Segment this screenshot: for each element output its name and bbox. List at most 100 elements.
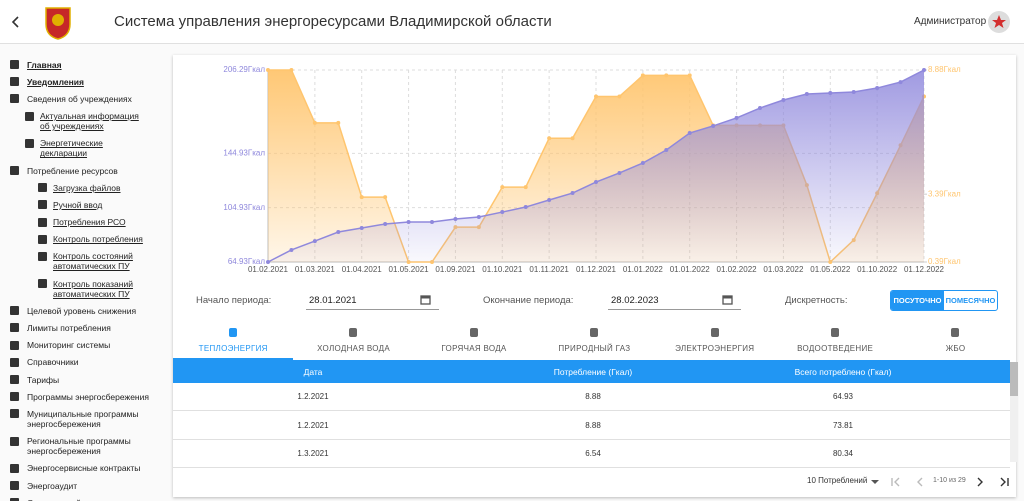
nav-item[interactable]: Сведения об учреждениях [0,90,158,107]
nav-item[interactable]: Региональные программы энергосбережения [0,433,158,460]
tab[interactable]: ЖБО [895,322,1015,360]
nav-item[interactable]: Контроль показаний автоматических ПУ [0,275,158,302]
nav-label: Контроль потребления [53,234,143,245]
nav-label: Оперативный мониторинг [27,498,129,501]
last-page[interactable] [999,477,1009,487]
nav-item[interactable]: Оперативный мониторинг [0,494,158,501]
start-date[interactable]: 28.01.2021 [309,295,357,306]
point [687,131,692,136]
option-daily[interactable]: ПОСУТОЧНО [891,291,944,310]
point [875,86,880,91]
nav-item[interactable]: Целевой уровень снижения [0,302,158,319]
nav-item[interactable]: Контроль состояний автоматических ПУ [0,248,158,275]
nav-icon [10,165,19,175]
nav-item[interactable]: Лимиты потребления [0,319,158,336]
point [453,216,458,221]
nav-icon [10,392,19,402]
nav-label: Справочники [27,357,79,368]
point [359,195,364,200]
nav-item[interactable]: Контроль потребления [0,231,158,248]
tab[interactable]: ВОДООТВЕДЕНИЕ [775,322,895,360]
scroll-thumb[interactable] [1010,362,1018,396]
point [640,161,645,166]
column-header: Всего потреблено (Гкал) [794,366,892,377]
nav-icon [10,409,19,419]
nav-item[interactable]: Потребление ресурсов [0,162,158,179]
tab[interactable]: ТЕПЛОЭНЕРГИЯ [173,322,294,360]
nav-icon [10,463,19,473]
back-button[interactable] [10,16,22,28]
discreteness-toggle: ПОСУТОЧНО ПОМЕСЯЧНО [890,290,998,311]
nav-label: Лимиты потребления [27,323,111,334]
nav-icon [38,200,47,210]
x-tick-label: 01.04.2021 [342,265,383,274]
point [851,89,856,94]
nav-icon [38,251,47,261]
area [268,70,924,262]
dropdown-arrow[interactable] [871,479,879,485]
point [289,247,294,252]
tab[interactable]: ЭЛЕКТРОЭНЕРГИЯ [655,322,775,360]
x-tick-label: 01.01.2022 [623,265,664,274]
nav-item[interactable]: Потребления РСО [0,214,158,231]
point [711,123,716,128]
calendar-icon[interactable] [722,294,733,305]
nav-icon [38,279,47,289]
nav-item[interactable]: Ручной ввод [0,196,158,213]
nav-label: Потребления РСО [53,217,126,228]
discreteness-label: Дискретность: [785,295,848,306]
tab[interactable]: ХОЛОДНАЯ ВОДА [293,322,413,360]
start-label: Начало периода: [196,295,272,306]
calendar-icon[interactable] [420,294,431,305]
nav-item[interactable]: Мониторинг системы [0,337,158,354]
nav-item[interactable]: Энергетические декларации [0,135,140,162]
nav-item[interactable]: Справочники [0,354,158,371]
nav-item[interactable]: Загрузка файлов [0,179,158,196]
tab-label: ЖБО [945,344,966,353]
scrollbar[interactable] [1010,362,1018,462]
table-cell: 1.2.2021 [297,420,329,430]
per-page[interactable]: 10 Потреблений [807,476,868,485]
tab[interactable]: ГОРЯЧАЯ ВОДА [414,322,534,360]
end-date[interactable]: 28.02.2023 [611,295,659,306]
nav-item[interactable]: Главная [0,56,158,73]
point [383,222,388,227]
point [266,260,270,264]
point [336,230,341,235]
point [804,92,809,97]
nav-item[interactable]: Программы энергосбережения [0,388,158,405]
nav-icon [25,111,34,121]
nav-item[interactable]: Энергоаудит [0,477,158,494]
point [922,68,926,72]
point [500,185,505,190]
nav-item[interactable]: Актуальная информация об учреждениях [0,108,140,135]
point [617,94,622,99]
nav-item[interactable]: Уведомления [0,73,158,90]
sidebar: Главная Уведомления Сведения об учреждения… [0,56,162,501]
option-monthly[interactable]: ПОМЕСЯЧНО [945,296,996,305]
nav-item[interactable]: Муниципальные программы энергосбережения [0,405,158,432]
nav-icon [10,306,19,316]
avatar[interactable] [988,11,1010,33]
point [570,191,575,196]
user-name[interactable]: Администратор [914,16,987,27]
nav-icon [25,138,34,148]
first-page[interactable] [891,477,901,487]
point [664,73,669,78]
tab-label: ТЕПЛОЭНЕРГИЯ [198,344,268,353]
tab[interactable]: ПРИРОДНЫЙ ГАЗ [534,322,654,360]
prev-page[interactable] [915,477,925,487]
nav-item[interactable]: Тарифы [0,371,158,388]
point [594,94,598,99]
logo [45,7,71,40]
nav-icon [10,436,19,446]
nav-item[interactable]: Энергосервисные контракты [0,460,158,477]
table-cell: 80.34 [832,449,854,458]
next-page[interactable] [975,477,985,487]
point [594,180,598,185]
nav-label: Региональные программы энергосбережения [27,436,131,457]
point [383,195,388,200]
y2-tick-label: 3.39Гкал [928,189,961,198]
tab-icon [951,328,960,337]
